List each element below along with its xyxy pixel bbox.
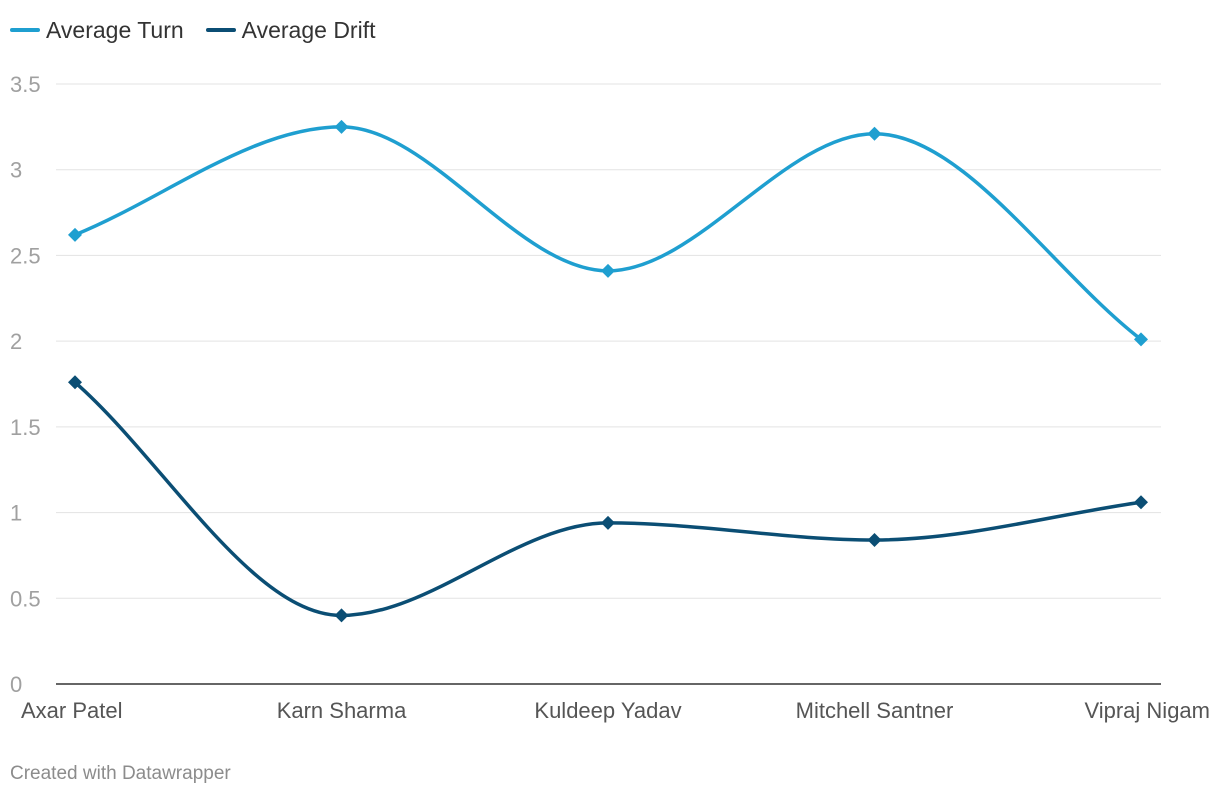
data-point-average-drift bbox=[68, 375, 82, 390]
data-point-average-drift bbox=[867, 533, 882, 547]
y-tick-label: 0 bbox=[10, 672, 22, 697]
legend-label-average-turn: Average Turn bbox=[46, 16, 184, 43]
chart-legend: Average Turn Average Drift bbox=[10, 14, 375, 46]
series-line-average-drift bbox=[73, 380, 1143, 618]
x-tick-label: Karn Sharma bbox=[277, 698, 407, 723]
data-point-average-turn bbox=[68, 227, 82, 242]
y-tick-label: 2.5 bbox=[10, 243, 41, 268]
x-tick-label: Kuldeep Yadav bbox=[534, 698, 681, 723]
data-point-average-drift bbox=[334, 608, 349, 623]
y-tick-label: 3.5 bbox=[10, 72, 41, 97]
data-point-average-turn bbox=[867, 126, 882, 141]
axis-label-layer: 0 0.5 1 1.5 2 2.5 3 3.5 Axar Patel Karn Sharma Kul… bbox=[10, 72, 1210, 723]
data-point-average-drift bbox=[1134, 495, 1148, 510]
data-point-average-turn bbox=[601, 263, 615, 278]
series-line-average-turn bbox=[73, 125, 1143, 342]
grid-layer bbox=[56, 83, 1161, 685]
data-point-average-drift bbox=[601, 515, 615, 530]
data-point-average-turn bbox=[1134, 332, 1148, 347]
legend-item-average-drift: Average Drift bbox=[205, 16, 376, 44]
series-layer bbox=[68, 119, 1148, 623]
legend-item-average-turn: Average Turn bbox=[10, 17, 184, 44]
y-tick-label: 1.5 bbox=[10, 415, 41, 440]
x-tick-label: Mitchell Santner bbox=[796, 698, 954, 723]
y-tick-label: 0.5 bbox=[10, 586, 41, 611]
legend-swatch-average-drift bbox=[205, 28, 236, 32]
y-tick-label: 1 bbox=[10, 501, 22, 526]
y-tick-label: 3 bbox=[10, 158, 22, 183]
x-tick-label: Vipraj Nigam bbox=[1084, 698, 1210, 723]
data-point-average-turn bbox=[334, 119, 349, 134]
legend-label-average-drift: Average Drift bbox=[241, 16, 376, 43]
x-tick-label: Axar Patel bbox=[21, 698, 123, 723]
credit-footer: Created with Datawrapper bbox=[10, 763, 231, 784]
legend-swatch-average-turn bbox=[10, 28, 40, 32]
y-tick-label: 2 bbox=[10, 329, 22, 354]
